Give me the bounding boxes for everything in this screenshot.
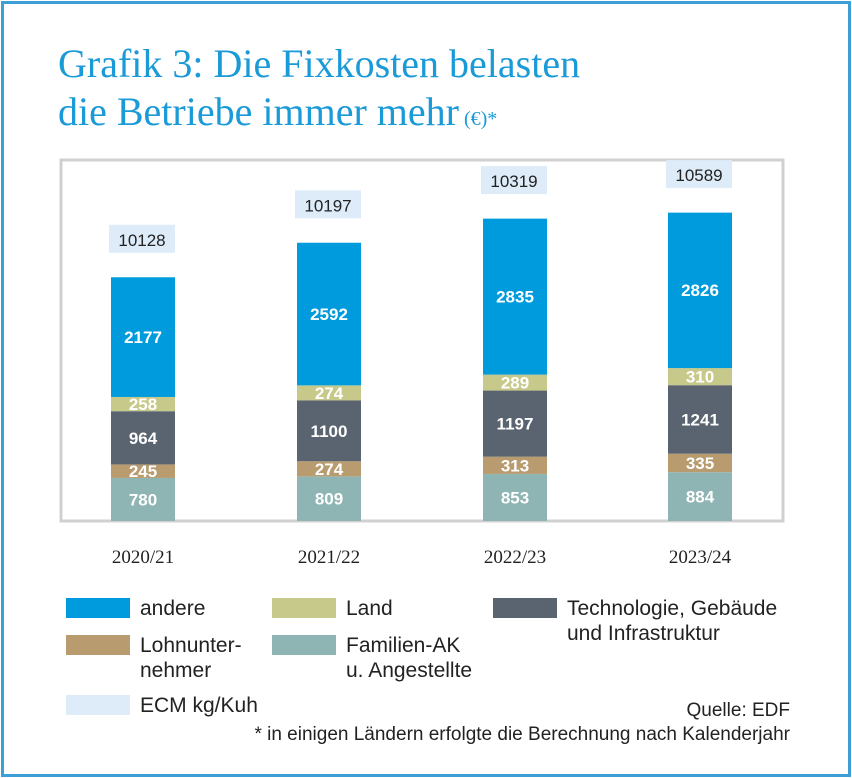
data-label: 1197 — [497, 415, 534, 434]
ecm-value: 10128 — [118, 231, 165, 250]
bar-segment — [297, 476, 361, 521]
source: Quelle: EDF — [686, 700, 790, 721]
data-label: 964 — [129, 429, 158, 448]
legend-label: Technologie, Gebäude und Infrastruktur — [567, 597, 778, 645]
legend-item: ECM kg/Kuh — [66, 693, 258, 718]
bar-segment — [483, 374, 547, 391]
x-tick-label: 2022/23 — [484, 547, 546, 568]
data-label: 289 — [501, 374, 529, 393]
stacked-bar-chart: 780 245 964 258 2177 10128 2020/21 809 274 1100 27… — [59, 158, 785, 568]
legend-label: Land — [346, 597, 393, 620]
legend-item: Land — [272, 596, 393, 621]
legend-label: ECM kg/Kuh — [140, 694, 258, 717]
legend-swatch — [272, 598, 336, 618]
bar-segment — [483, 390, 547, 457]
bar-segment — [483, 456, 547, 474]
data-label: 1241 — [681, 410, 719, 429]
data-label: 884 — [686, 488, 715, 507]
title-unit: (€)* — [458, 108, 498, 130]
legend-swatch — [272, 635, 336, 655]
ecm-value: 10589 — [675, 166, 722, 185]
bar-segment — [483, 218, 547, 375]
bar-segment — [668, 368, 732, 386]
data-label: 2826 — [681, 281, 719, 300]
data-label: 258 — [129, 395, 157, 414]
data-label: 335 — [686, 454, 714, 473]
data-label: 1100 — [311, 422, 348, 441]
bar-segment — [483, 473, 547, 521]
legend-label: andere — [140, 597, 206, 620]
data-label: 2835 — [496, 287, 534, 306]
title-line-1: Grafik 3: Die Fixkosten belasten — [58, 41, 581, 86]
legend-swatch — [66, 635, 130, 655]
bar-segment — [668, 453, 732, 473]
legend-swatch — [493, 598, 557, 618]
data-label: 245 — [129, 462, 157, 481]
x-tick-label: 2020/21 — [112, 547, 174, 568]
legend-item: andere — [66, 596, 205, 621]
legend-swatch — [66, 598, 130, 618]
legend-label: Lohnunter- nehmer — [140, 634, 242, 682]
bar-segment — [297, 461, 361, 477]
data-label: 310 — [686, 368, 714, 387]
x-tick-label: 2021/22 — [298, 547, 360, 568]
bar-segment — [297, 400, 361, 462]
plot-frame — [59, 158, 785, 523]
bar-segment — [111, 477, 175, 521]
ecm-value: 10197 — [304, 196, 351, 215]
legend-item: Familien-AK u. Angestellte — [272, 633, 472, 683]
bar-segment — [668, 212, 732, 369]
title-line-2: die Betriebe immer mehr — [58, 89, 459, 134]
bar-segment — [668, 472, 732, 521]
ecm-value: 10319 — [490, 172, 537, 191]
bar-segment — [111, 411, 175, 465]
legend-item: Technologie, Gebäude und Infrastruktur — [493, 596, 777, 646]
data-label: 2177 — [124, 328, 162, 347]
bar-segment — [668, 385, 732, 454]
legend-swatch — [66, 695, 130, 715]
ecm-label-box — [666, 160, 732, 189]
bar-segment — [111, 276, 175, 397]
data-label: 809 — [315, 490, 343, 509]
legend-item: Lohnunter- nehmer — [66, 633, 242, 683]
data-label: 274 — [315, 460, 344, 479]
footnote: * in einigen Ländern erfolgte die Berech… — [254, 724, 790, 745]
data-label: 780 — [129, 490, 157, 509]
ecm-label-box — [295, 190, 361, 219]
data-label: 313 — [501, 456, 529, 475]
bar-segment — [111, 464, 175, 478]
ecm-label-box — [481, 166, 547, 195]
bar-segment — [111, 396, 175, 412]
legend-label: Familien-AK u. Angestellte — [346, 634, 473, 682]
data-label: 853 — [501, 488, 529, 507]
x-tick-label: 2023/24 — [669, 547, 732, 568]
bar-segment — [297, 385, 361, 401]
ecm-label-box — [109, 224, 175, 253]
chart-title: Grafik 3: Die Fixkosten belasten die Bet… — [58, 40, 580, 143]
data-label: 2592 — [310, 305, 348, 324]
data-label: 274 — [315, 384, 344, 403]
bar-segment — [297, 242, 361, 386]
